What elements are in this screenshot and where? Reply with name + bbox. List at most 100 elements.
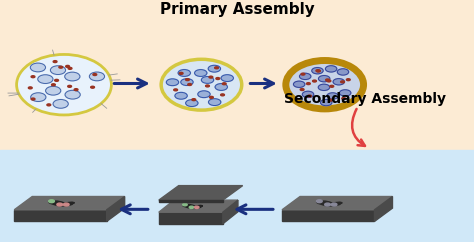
Circle shape (308, 95, 311, 97)
Ellipse shape (53, 99, 68, 108)
Circle shape (316, 70, 320, 72)
Ellipse shape (300, 73, 311, 80)
Ellipse shape (38, 75, 53, 83)
Ellipse shape (337, 69, 349, 75)
Ellipse shape (326, 66, 337, 72)
Circle shape (74, 89, 78, 91)
Circle shape (300, 89, 304, 91)
Ellipse shape (312, 68, 323, 74)
Circle shape (325, 203, 330, 206)
Circle shape (189, 206, 194, 209)
Ellipse shape (175, 92, 187, 99)
Circle shape (192, 99, 196, 101)
Circle shape (209, 76, 213, 78)
Ellipse shape (30, 63, 46, 72)
Polygon shape (182, 204, 203, 209)
Bar (0, 0, 474, 150)
Circle shape (331, 203, 337, 206)
Ellipse shape (31, 93, 46, 101)
Ellipse shape (327, 93, 338, 99)
Ellipse shape (201, 76, 214, 83)
Bar (0, 150, 474, 242)
Circle shape (301, 73, 305, 75)
Ellipse shape (195, 70, 207, 76)
Circle shape (215, 67, 219, 69)
Circle shape (346, 79, 350, 81)
Circle shape (206, 85, 210, 87)
Ellipse shape (178, 70, 191, 76)
Circle shape (179, 72, 183, 74)
Polygon shape (14, 197, 125, 210)
Circle shape (55, 79, 58, 81)
Circle shape (182, 204, 187, 206)
Circle shape (53, 61, 57, 63)
Circle shape (57, 203, 63, 206)
Ellipse shape (50, 66, 65, 75)
Ellipse shape (293, 81, 305, 87)
Circle shape (317, 70, 320, 72)
Ellipse shape (302, 91, 314, 98)
Polygon shape (282, 210, 374, 221)
Circle shape (47, 104, 51, 106)
Circle shape (194, 206, 199, 209)
Polygon shape (107, 197, 125, 221)
Circle shape (59, 66, 63, 68)
Polygon shape (159, 186, 243, 200)
Ellipse shape (186, 100, 198, 106)
Ellipse shape (181, 79, 193, 85)
Ellipse shape (333, 79, 345, 85)
Ellipse shape (286, 60, 364, 109)
Ellipse shape (166, 79, 179, 86)
Circle shape (52, 84, 55, 86)
Circle shape (91, 86, 94, 88)
Circle shape (93, 74, 97, 76)
Circle shape (341, 81, 345, 83)
Ellipse shape (215, 83, 228, 90)
Circle shape (31, 98, 35, 100)
Circle shape (216, 78, 220, 80)
Polygon shape (159, 200, 223, 202)
Circle shape (28, 87, 32, 89)
Circle shape (49, 200, 55, 203)
Polygon shape (282, 197, 392, 210)
Circle shape (210, 96, 213, 98)
Polygon shape (49, 201, 74, 206)
Ellipse shape (221, 75, 233, 82)
Ellipse shape (161, 59, 242, 110)
Polygon shape (374, 197, 392, 221)
Circle shape (174, 89, 178, 91)
Polygon shape (159, 200, 238, 212)
Ellipse shape (339, 90, 351, 96)
Circle shape (327, 80, 331, 82)
Circle shape (328, 99, 332, 101)
Circle shape (188, 83, 191, 85)
Ellipse shape (17, 54, 111, 115)
Ellipse shape (320, 99, 332, 106)
Ellipse shape (209, 99, 221, 106)
Ellipse shape (46, 86, 61, 95)
Circle shape (317, 200, 322, 203)
Circle shape (342, 98, 346, 99)
Ellipse shape (65, 90, 80, 99)
Ellipse shape (198, 91, 210, 98)
Circle shape (68, 68, 72, 69)
Ellipse shape (208, 65, 220, 72)
Circle shape (221, 94, 225, 96)
Circle shape (330, 85, 334, 87)
Circle shape (66, 65, 70, 67)
Polygon shape (223, 200, 238, 224)
Polygon shape (14, 210, 107, 221)
Ellipse shape (65, 72, 80, 81)
Circle shape (68, 85, 72, 87)
Circle shape (64, 203, 69, 206)
Polygon shape (317, 201, 342, 206)
Circle shape (326, 79, 329, 81)
Circle shape (31, 76, 35, 78)
Text: Secondary Assembly: Secondary Assembly (284, 92, 446, 106)
Circle shape (307, 83, 310, 85)
Polygon shape (159, 212, 223, 224)
Circle shape (313, 80, 317, 82)
Ellipse shape (319, 76, 330, 82)
Text: Primary Assembly: Primary Assembly (160, 2, 314, 17)
Ellipse shape (90, 72, 105, 81)
